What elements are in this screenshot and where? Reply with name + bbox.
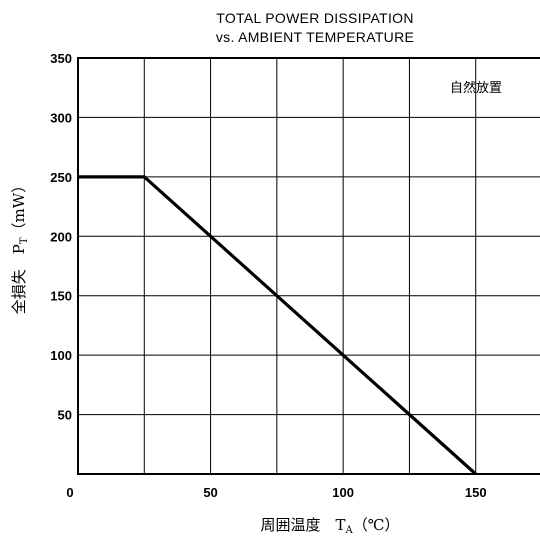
- x-axis-label-sub: A: [345, 525, 354, 536]
- x-tick-label: 50: [203, 485, 217, 500]
- grid: [78, 57, 540, 474]
- x-tick-label: 0: [66, 485, 73, 500]
- y-tick-label: 300: [50, 110, 72, 125]
- y-tick-label: 350: [50, 51, 72, 66]
- chart-title-line2: vs. AMBIENT TEMPERATURE: [216, 29, 414, 45]
- y-axis-label-sub: T: [19, 237, 30, 244]
- series-line: [78, 175, 477, 476]
- y-axis-label-main: 全損失 P: [10, 244, 28, 314]
- x-tick-label: 150: [465, 485, 487, 500]
- x-axis-label-unit: （℃）: [353, 516, 400, 534]
- chart-title-line1: TOTAL POWER DISSIPATION: [216, 10, 413, 26]
- plot-frame: [77, 57, 540, 475]
- x-tick-labels: 0 50 100 150: [66, 485, 486, 500]
- y-axis-label: 全損失 PT（mW）: [10, 178, 30, 314]
- y-tick-label: 50: [58, 408, 72, 423]
- series-layer: [78, 175, 477, 476]
- y-tick-label: 150: [50, 289, 72, 304]
- y-tick-label: 100: [50, 348, 72, 363]
- x-axis-label-main: 周囲温度 T: [260, 516, 345, 534]
- y-tick-label: 250: [50, 170, 72, 185]
- y-tick-labels: 50 100 150 200 250 300 350: [50, 51, 72, 423]
- x-axis-label: 周囲温度 TA（℃）: [260, 516, 399, 536]
- x-tick-label: 100: [332, 485, 354, 500]
- y-axis-label-unit: （mW）: [10, 178, 28, 238]
- annotation: 自然放置: [450, 80, 502, 96]
- y-tick-label: 200: [50, 229, 72, 244]
